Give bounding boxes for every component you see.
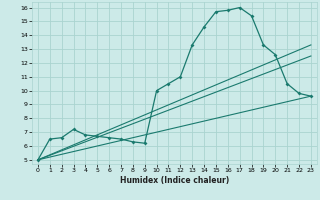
- X-axis label: Humidex (Indice chaleur): Humidex (Indice chaleur): [120, 176, 229, 185]
